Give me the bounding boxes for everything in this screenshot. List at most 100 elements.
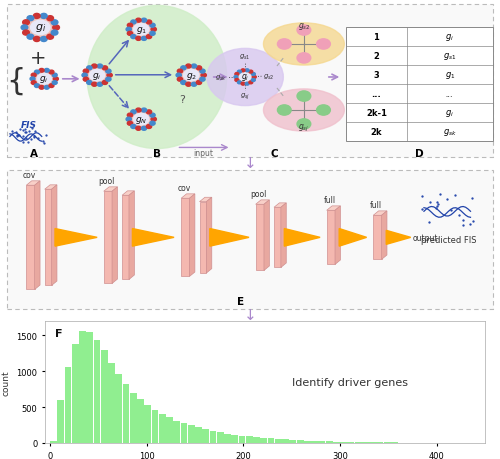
- Text: ?: ?: [180, 95, 186, 105]
- Bar: [188, 425, 194, 443]
- Text: $g_{i}$: $g_{i}$: [40, 74, 49, 85]
- Bar: [152, 410, 158, 443]
- Circle shape: [278, 40, 291, 50]
- Circle shape: [131, 125, 136, 129]
- Bar: [64, 367, 71, 443]
- Circle shape: [150, 122, 155, 126]
- Circle shape: [126, 28, 132, 32]
- Circle shape: [142, 109, 146, 113]
- Circle shape: [47, 17, 54, 22]
- Text: $g_{s1}$: $g_{s1}$: [240, 53, 251, 62]
- Bar: [282, 440, 289, 443]
- Circle shape: [34, 38, 40, 42]
- Circle shape: [234, 76, 238, 79]
- Bar: [210, 431, 216, 443]
- Circle shape: [134, 114, 149, 126]
- Text: 3: 3: [374, 71, 380, 80]
- Circle shape: [83, 70, 88, 74]
- Circle shape: [297, 92, 311, 102]
- Circle shape: [196, 67, 202, 71]
- Circle shape: [21, 26, 28, 31]
- Polygon shape: [382, 212, 387, 260]
- Polygon shape: [181, 195, 195, 199]
- Text: $g_i$: $g_i$: [446, 32, 454, 43]
- Circle shape: [181, 68, 202, 84]
- Polygon shape: [26, 181, 40, 186]
- Circle shape: [30, 21, 50, 36]
- Polygon shape: [190, 195, 195, 277]
- Circle shape: [86, 81, 92, 85]
- Circle shape: [240, 73, 250, 82]
- Circle shape: [150, 114, 155, 118]
- Circle shape: [249, 82, 253, 84]
- Circle shape: [235, 79, 239, 82]
- Polygon shape: [112, 187, 117, 284]
- Text: $g_{sk}$: $g_{sk}$: [214, 73, 226, 83]
- Circle shape: [142, 19, 146, 23]
- Circle shape: [146, 111, 152, 115]
- Bar: [159, 414, 166, 443]
- Circle shape: [196, 81, 202, 85]
- Circle shape: [146, 125, 152, 129]
- Polygon shape: [132, 229, 174, 246]
- Circle shape: [87, 68, 108, 84]
- Bar: [333, 442, 340, 443]
- Bar: [318, 441, 326, 443]
- Circle shape: [192, 65, 196, 69]
- Circle shape: [131, 112, 152, 128]
- Circle shape: [47, 35, 54, 40]
- Text: 2: 2: [374, 52, 380, 61]
- Polygon shape: [274, 203, 286, 208]
- Bar: [354, 442, 362, 443]
- Bar: [253, 437, 260, 443]
- Circle shape: [22, 21, 30, 26]
- Polygon shape: [104, 187, 118, 192]
- Text: ↓: ↓: [244, 156, 256, 170]
- Circle shape: [150, 32, 155, 36]
- Circle shape: [316, 106, 330, 116]
- Text: $g_{i}$: $g_{i}$: [241, 73, 250, 83]
- Text: ↓: ↓: [244, 307, 256, 322]
- Text: full: full: [370, 201, 382, 210]
- Text: $g_{s1}$: $g_{s1}$: [443, 51, 456, 62]
- Circle shape: [136, 37, 141, 41]
- Circle shape: [297, 26, 311, 36]
- Circle shape: [297, 119, 311, 130]
- Text: predicted FIS: predicted FIS: [420, 235, 476, 244]
- Circle shape: [44, 86, 50, 90]
- Circle shape: [128, 24, 132, 28]
- Text: $g_{i}$: $g_{i}$: [34, 22, 46, 34]
- Circle shape: [22, 31, 30, 36]
- Circle shape: [40, 38, 47, 42]
- Circle shape: [181, 67, 186, 71]
- Bar: [174, 421, 180, 443]
- Polygon shape: [44, 185, 57, 190]
- Bar: [72, 344, 78, 443]
- Circle shape: [82, 74, 87, 78]
- Bar: [346, 28, 492, 142]
- Circle shape: [238, 82, 242, 84]
- Circle shape: [31, 74, 36, 78]
- Polygon shape: [256, 201, 270, 205]
- Bar: [268, 438, 274, 443]
- Polygon shape: [200, 198, 212, 202]
- Bar: [79, 331, 86, 443]
- Text: $g_{sk}$: $g_{sk}$: [443, 127, 457, 138]
- Circle shape: [146, 35, 152, 39]
- Text: D: D: [414, 149, 424, 159]
- Bar: [166, 418, 173, 443]
- Text: $g_{N}$: $g_{N}$: [135, 114, 147, 125]
- Circle shape: [54, 78, 59, 82]
- Circle shape: [131, 21, 136, 25]
- Circle shape: [126, 118, 132, 122]
- Circle shape: [235, 73, 239, 76]
- Text: +: +: [30, 49, 46, 68]
- Circle shape: [27, 19, 54, 38]
- Circle shape: [316, 40, 330, 50]
- Circle shape: [192, 83, 196, 87]
- Text: $g_{sj}$: $g_{sj}$: [240, 92, 250, 102]
- Circle shape: [131, 35, 136, 39]
- Y-axis label: count: count: [2, 369, 11, 395]
- Circle shape: [86, 67, 92, 71]
- Text: $g_{1}$: $g_{1}$: [136, 25, 147, 36]
